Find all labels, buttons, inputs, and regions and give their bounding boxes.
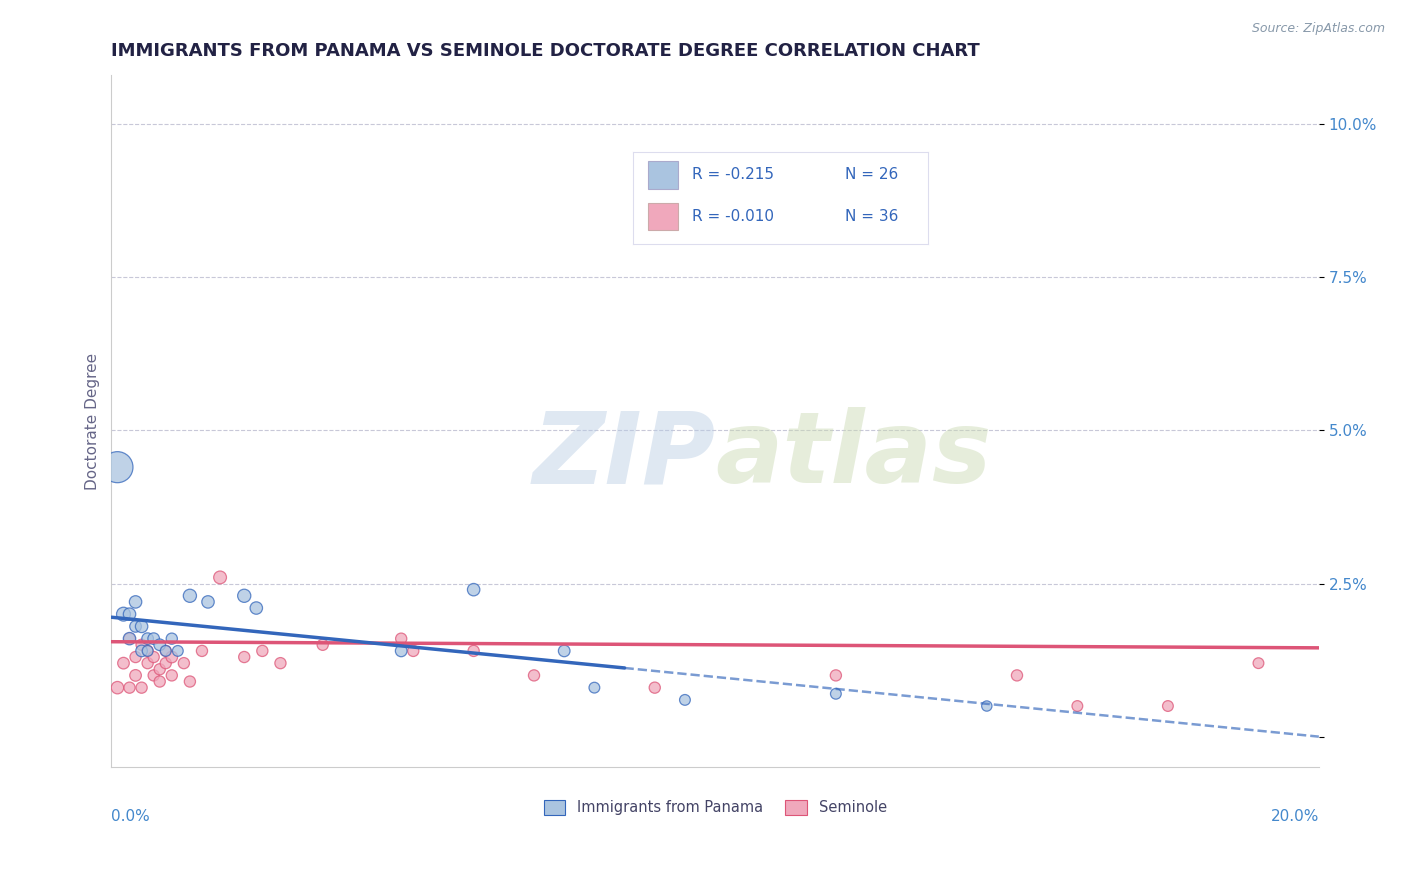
Point — [233, 650, 256, 665]
Point — [160, 668, 183, 682]
Text: N = 26: N = 26 — [845, 168, 898, 182]
Point — [149, 662, 172, 676]
Point — [107, 681, 129, 695]
Point — [136, 656, 159, 670]
Point — [131, 638, 153, 652]
Point — [173, 656, 195, 670]
Point — [312, 638, 335, 652]
Point — [389, 632, 412, 646]
Point — [118, 607, 141, 622]
Point — [166, 644, 188, 658]
Point — [389, 644, 412, 658]
Point — [463, 582, 485, 597]
Point — [673, 693, 696, 707]
Point — [1005, 668, 1028, 682]
Text: 0.0%: 0.0% — [111, 809, 150, 824]
Point — [107, 460, 129, 475]
FancyBboxPatch shape — [648, 161, 678, 189]
Point — [155, 644, 177, 658]
Point — [245, 601, 267, 615]
Point — [1066, 699, 1088, 714]
Point — [209, 570, 232, 584]
Point — [131, 681, 153, 695]
Point — [131, 619, 153, 633]
Text: Source: ZipAtlas.com: Source: ZipAtlas.com — [1251, 22, 1385, 36]
Point — [197, 595, 219, 609]
Point — [112, 656, 135, 670]
Point — [179, 674, 201, 689]
Text: 20.0%: 20.0% — [1271, 809, 1319, 824]
Text: R = -0.215: R = -0.215 — [692, 168, 775, 182]
Point — [191, 644, 214, 658]
Point — [124, 619, 146, 633]
Point — [160, 650, 183, 665]
Point — [142, 650, 165, 665]
Point — [124, 595, 146, 609]
Text: ZIP: ZIP — [531, 408, 716, 504]
Point — [976, 699, 998, 714]
Point — [124, 650, 146, 665]
Point — [644, 681, 666, 695]
Point — [463, 644, 485, 658]
Point — [112, 607, 135, 622]
Point — [149, 674, 172, 689]
Point — [825, 668, 848, 682]
Point — [136, 644, 159, 658]
Point — [583, 681, 606, 695]
Point — [1247, 656, 1270, 670]
Text: IMMIGRANTS FROM PANAMA VS SEMINOLE DOCTORATE DEGREE CORRELATION CHART: IMMIGRANTS FROM PANAMA VS SEMINOLE DOCTO… — [111, 42, 980, 60]
Point — [553, 644, 575, 658]
Y-axis label: Doctorate Degree: Doctorate Degree — [86, 352, 100, 490]
Text: N = 36: N = 36 — [845, 209, 898, 224]
Point — [155, 656, 177, 670]
Point — [142, 668, 165, 682]
Point — [142, 632, 165, 646]
Point — [825, 687, 848, 701]
Point — [160, 632, 183, 646]
Point — [1157, 699, 1180, 714]
Point — [136, 632, 159, 646]
Point — [155, 644, 177, 658]
Point — [252, 644, 274, 658]
Point — [402, 644, 425, 658]
Text: R = -0.010: R = -0.010 — [692, 209, 775, 224]
Point — [269, 656, 291, 670]
Point — [233, 589, 256, 603]
Point — [131, 644, 153, 658]
Point — [136, 644, 159, 658]
Point — [118, 632, 141, 646]
Legend: Immigrants from Panama, Seminole: Immigrants from Panama, Seminole — [536, 792, 894, 822]
Point — [179, 589, 201, 603]
Point — [149, 638, 172, 652]
Point — [523, 668, 546, 682]
Point — [118, 632, 141, 646]
Point — [118, 681, 141, 695]
Text: atlas: atlas — [716, 408, 991, 504]
FancyBboxPatch shape — [648, 202, 678, 230]
Point — [124, 668, 146, 682]
